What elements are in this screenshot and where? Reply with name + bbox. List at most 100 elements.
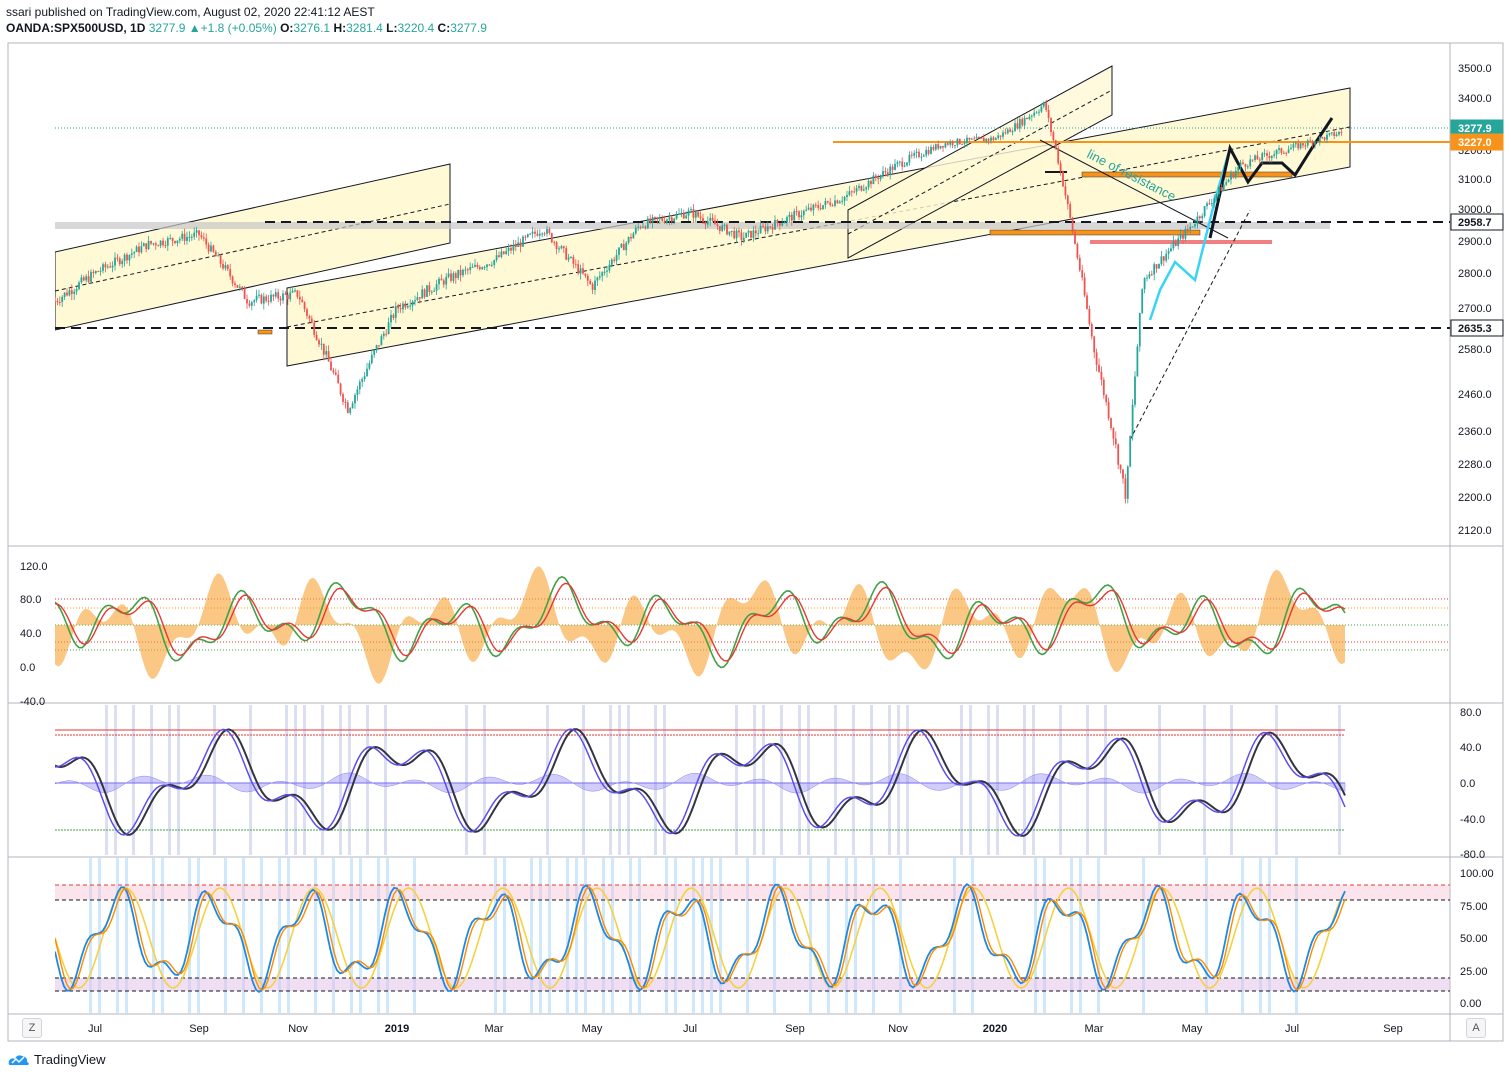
highlight-bar	[996, 705, 999, 855]
highlight-bar	[386, 858, 389, 1013]
candle	[224, 261, 227, 271]
highlight-bar	[575, 858, 578, 1013]
candle	[699, 211, 702, 222]
candle	[394, 301, 397, 324]
candle	[315, 331, 318, 341]
candle	[750, 230, 752, 239]
candle	[421, 285, 424, 299]
time-tick-label: 2020	[983, 1023, 1007, 1035]
candle	[934, 143, 937, 151]
price-pane[interactable]: line of resistance	[54, 65, 1450, 504]
candle	[1045, 99, 1048, 113]
candle	[966, 134, 968, 147]
brand-logo[interactable]: TradingView	[8, 1052, 106, 1067]
oscillator-pane-2[interactable]	[55, 705, 1346, 855]
highlight-bar	[260, 858, 263, 1013]
pane-1-axis: 120.0 80.0 40.0 0.0 -40.0	[20, 561, 48, 708]
candle	[265, 294, 268, 303]
highlight-bar	[197, 858, 200, 1013]
candle	[771, 223, 774, 235]
candle	[1105, 393, 1108, 406]
candle	[1256, 150, 1259, 160]
highlight-bar	[834, 705, 837, 855]
candle	[1222, 181, 1225, 192]
candle	[1083, 272, 1086, 298]
candle	[670, 214, 673, 225]
candle	[104, 261, 107, 273]
candle	[502, 251, 505, 255]
oscillator-pane-3[interactable]	[55, 858, 1450, 1013]
autoscale-button[interactable]: A	[1466, 1018, 1486, 1038]
candle	[490, 261, 493, 267]
candle	[138, 242, 140, 257]
price-tick-label: 3500.0	[1458, 63, 1492, 75]
price-axis[interactable]: 3500.03400.03300.03200.03100.03000.02900…	[1450, 63, 1504, 537]
candle	[260, 293, 263, 305]
candle	[903, 162, 906, 168]
candle	[742, 232, 745, 244]
candle	[1299, 141, 1302, 150]
candle	[1162, 255, 1165, 267]
candle	[1266, 150, 1268, 161]
highlight-bar	[798, 705, 801, 855]
candle	[471, 263, 474, 268]
candle	[522, 235, 524, 248]
candle	[1196, 211, 1199, 229]
candle	[942, 145, 944, 152]
candle	[366, 362, 368, 377]
candle	[1153, 262, 1156, 281]
candle	[111, 261, 114, 273]
candle	[886, 168, 889, 177]
candle	[181, 230, 184, 242]
candle	[1069, 201, 1072, 220]
highlight-bar	[663, 705, 666, 855]
candle	[1285, 151, 1288, 157]
candle	[126, 252, 128, 264]
candle	[157, 244, 160, 247]
candle	[632, 231, 635, 239]
time-tick-label: Sep	[1383, 1023, 1403, 1035]
candle	[217, 252, 220, 257]
highlight-bar	[132, 705, 135, 855]
candle	[61, 295, 64, 307]
pane-tick-label: 120.0	[20, 561, 48, 573]
candle	[210, 241, 212, 253]
candle	[910, 151, 913, 159]
candle	[87, 270, 90, 284]
timezone-button[interactable]: Z	[22, 1018, 42, 1038]
channel-2018	[55, 163, 451, 331]
candle	[651, 214, 654, 229]
oscillator-pane-1[interactable]	[55, 566, 1450, 684]
candle	[63, 292, 66, 301]
candle	[807, 203, 810, 211]
candle	[517, 236, 520, 247]
candle	[882, 166, 884, 179]
price-tick-label: 2120.0	[1458, 525, 1492, 537]
candle	[639, 225, 642, 230]
candle	[428, 281, 431, 296]
candle	[800, 210, 803, 222]
candle	[560, 244, 563, 250]
highlight-bar	[1142, 858, 1145, 1013]
time-axis[interactable]: Jul Sep Nov 2019 Mar May Jul Sep Nov 2020 Mar May Ju…	[88, 1023, 1403, 1035]
pane-tick-label: 25.00	[1460, 966, 1488, 978]
candle	[738, 227, 740, 238]
candle	[433, 287, 436, 292]
price-tick-label: 2360.0	[1458, 426, 1492, 438]
candle	[584, 273, 587, 279]
candle	[819, 203, 822, 211]
candle	[346, 399, 349, 414]
candle	[526, 233, 529, 239]
highlight-bar	[188, 858, 191, 1013]
candle	[901, 157, 904, 171]
candle	[152, 242, 155, 246]
candle	[802, 209, 805, 220]
candle	[493, 259, 496, 269]
candle	[205, 233, 208, 249]
candle	[411, 300, 414, 312]
candle	[1326, 132, 1328, 144]
candle	[392, 313, 395, 321]
candle	[541, 232, 544, 238]
candle	[726, 223, 728, 236]
